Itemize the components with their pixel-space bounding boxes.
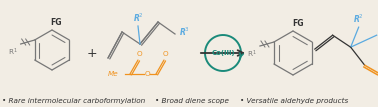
Text: R$^1$: R$^1$ [8, 47, 18, 58]
Text: R$^2$: R$^2$ [133, 12, 143, 24]
Text: • Broad diene scope: • Broad diene scope [155, 98, 229, 104]
Text: R$^3$: R$^3$ [179, 26, 190, 38]
Text: • Rare intermolecular carboformylation: • Rare intermolecular carboformylation [2, 98, 145, 104]
Text: FG: FG [292, 19, 304, 28]
Text: O: O [144, 71, 150, 77]
Text: O: O [136, 51, 142, 57]
Text: • Versatile aldehyde products: • Versatile aldehyde products [240, 98, 348, 104]
Text: Me: Me [108, 71, 119, 77]
Text: Co(III): Co(III) [211, 50, 235, 56]
Text: R$^2$: R$^2$ [353, 13, 364, 25]
Text: FG: FG [50, 18, 62, 27]
Text: +: + [87, 47, 97, 59]
Text: R$^1$: R$^1$ [247, 49, 257, 60]
Text: O: O [162, 51, 168, 57]
